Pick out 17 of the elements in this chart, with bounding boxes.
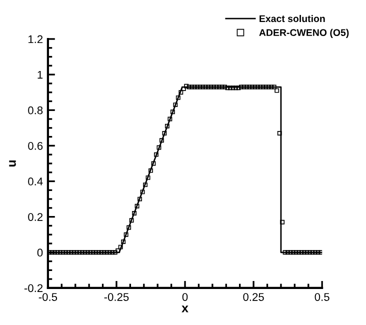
- y-tick-label: 0.6: [28, 142, 43, 150]
- legend-label: ADER-CWENO (O5): [259, 28, 349, 38]
- x-tick-label: 0.5: [314, 293, 330, 301]
- x-tick-label: -0.5: [38, 293, 58, 301]
- y-tick-label: 1.2: [28, 35, 43, 44]
- legend-label: Exact solution: [260, 14, 325, 22]
- y-tick-label: 0.2: [28, 213, 43, 221]
- x-axis-title: x: [182, 306, 188, 312]
- y-tick-label: 0: [37, 248, 43, 257]
- x-tick-label: -0.25: [104, 293, 129, 301]
- y-tick-label: -0.2: [24, 284, 43, 292]
- y-axis-title: u: [9, 160, 16, 167]
- y-tick-label: 0.8: [28, 106, 43, 114]
- x-tick-label: 0: [182, 293, 188, 301]
- x-tick-label: 0.25: [243, 293, 264, 301]
- y-tick-label: 1: [38, 70, 43, 79]
- y-tick-label: 0.4: [28, 178, 43, 186]
